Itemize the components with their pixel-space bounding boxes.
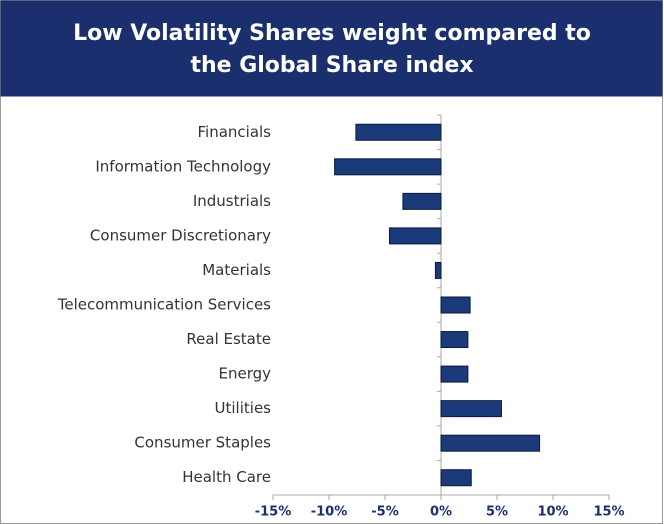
bar <box>355 123 442 141</box>
bar <box>434 261 442 279</box>
bar <box>440 331 469 349</box>
y-tick-label: Industrials <box>193 192 271 210</box>
y-tick-label: Energy <box>218 365 271 383</box>
bar <box>440 434 541 452</box>
x-tick-label: 0% <box>430 505 452 520</box>
x-tick-label: -5% <box>371 505 398 520</box>
x-tick-label: -10% <box>311 505 348 520</box>
y-tick-label: Health Care <box>182 468 271 486</box>
y-tick-label: Telecommunication Services <box>57 296 271 314</box>
y-tick-label: Materials <box>202 261 271 279</box>
bar <box>440 469 472 487</box>
y-tick-label: Financials <box>198 123 272 141</box>
bar <box>334 158 442 176</box>
bar <box>440 296 471 314</box>
y-tick-label: Utilities <box>215 399 272 417</box>
bar <box>402 192 442 210</box>
bar <box>388 227 442 245</box>
y-tick-label: Consumer Discretionary <box>90 226 271 244</box>
y-tick-label: Information Technology <box>95 157 271 175</box>
title-banner <box>0 0 663 97</box>
x-tick-label: -15% <box>255 505 292 520</box>
y-tick-label: Consumer Staples <box>134 434 271 452</box>
bar <box>440 400 502 418</box>
bar <box>440 365 469 383</box>
x-tick-label: 15% <box>593 505 624 520</box>
x-tick-label: 10% <box>537 505 568 520</box>
chart-title: Low Volatility Shares weight compared to… <box>73 21 591 78</box>
x-tick-label: 5% <box>486 505 508 520</box>
y-tick-label: Real Estate <box>186 330 271 348</box>
